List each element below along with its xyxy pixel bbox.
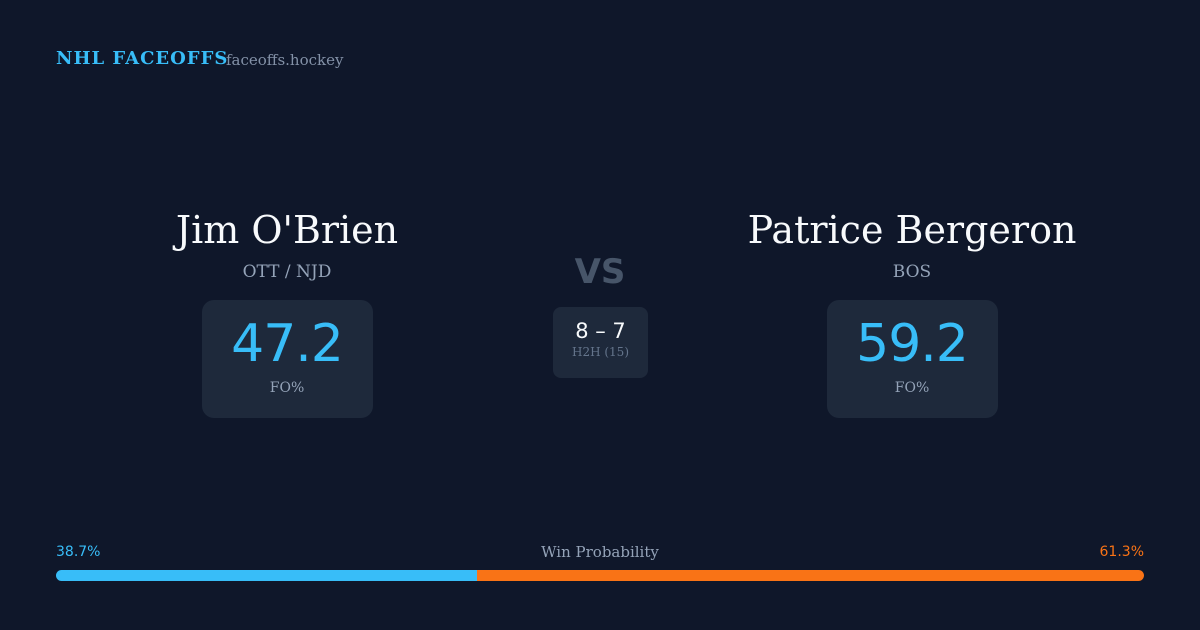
- stat-box: 47.2 FO%: [201, 300, 373, 418]
- stat-box: 59.2 FO%: [826, 300, 998, 418]
- player-left: Jim O'Brien OTT / NJD 47.2 FO%: [37, 200, 537, 418]
- win-prob-title: Win Probability: [541, 543, 659, 561]
- versus: VS: [574, 252, 626, 292]
- win-prob-right: 61.3%: [1099, 544, 1144, 560]
- fo-pct: 47.2: [231, 314, 344, 374]
- player-name: Patrice Bergeron: [747, 208, 1077, 252]
- h2h-box: 8 – 7 H2H (15): [553, 307, 648, 378]
- player-name: Jim O'Brien: [175, 208, 399, 252]
- brand: NHL FACEOFFS: [56, 48, 229, 69]
- h2h-label: H2H (15): [571, 345, 629, 359]
- h2h-record: 8 – 7: [575, 319, 626, 343]
- win-prob-right-bar: [477, 570, 1144, 581]
- win-prob-left-bar: [56, 570, 478, 581]
- site: faceoffs.hockey: [226, 51, 344, 69]
- player-team: BOS: [892, 262, 932, 282]
- player-right: Patrice Bergeron BOS 59.2 FO%: [662, 200, 1162, 418]
- win-prob-left: 38.7%: [56, 544, 101, 560]
- win-prob-bar: [56, 570, 1144, 581]
- player-team: OTT / NJD: [242, 262, 332, 282]
- fo-pct: 59.2: [856, 314, 969, 374]
- fo-label: FO%: [894, 380, 930, 396]
- fo-label: FO%: [269, 380, 305, 396]
